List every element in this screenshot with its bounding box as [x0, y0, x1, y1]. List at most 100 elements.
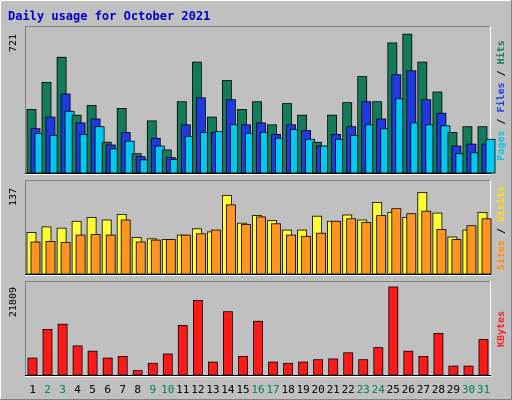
bar-sites-day-23: [361, 222, 372, 275]
x-tick-label-31: 31: [477, 383, 490, 396]
x-tick-label-19: 19: [296, 383, 309, 396]
bar-sites-day-3: [60, 242, 71, 275]
bar-sites-day-28: [436, 228, 447, 275]
bar-kbytes-day-14: [222, 311, 233, 376]
bar-sites-day-14: [225, 204, 236, 275]
x-tick-label-9: 9: [149, 383, 156, 396]
panel-hits-legend-part-1: /: [496, 113, 507, 131]
panel-visits-legend-part-1: /: [496, 222, 507, 240]
x-tick-label-26: 26: [402, 383, 415, 396]
bar-sites-day-20: [316, 232, 327, 275]
bar-sites-day-7: [120, 219, 131, 275]
bar-pages-day-31: [485, 138, 496, 174]
bar-kbytes-day-25: [388, 286, 399, 376]
bar-sites-day-11: [180, 234, 191, 275]
x-tick-label-14: 14: [221, 383, 235, 396]
bar-sites-day-31: [481, 218, 492, 275]
bar-sites-day-2: [45, 240, 56, 275]
bar-kbytes-day-31: [478, 339, 489, 376]
panel-hits-legend-part-4: Hits: [495, 40, 507, 64]
x-tick-label-1: 1: [29, 383, 36, 396]
panel-hits-max-label: 721: [8, 34, 19, 52]
panel-hits-legend-part-0: Pages: [496, 131, 507, 161]
bar-kbytes-day-13: [207, 361, 218, 376]
bar-kbytes-day-20: [313, 359, 324, 376]
bar-kbytes-day-29: [448, 365, 459, 376]
bar-sites-day-15: [241, 223, 251, 275]
x-tick-label-25: 25: [387, 383, 400, 396]
bar-sites-day-13: [210, 229, 221, 275]
panel-hits-legend: Pages / Files / Hits: [495, 40, 507, 160]
bar-sites-day-27: [421, 210, 432, 275]
chart-panels: 721 Pages / Files / Hits 137 Sites / Visits…: [8, 26, 507, 377]
x-tick-label-11: 11: [176, 383, 189, 396]
bar-kbytes-day-19: [298, 361, 309, 376]
bar-sites-day-18: [286, 234, 296, 275]
bar-sites-day-22: [346, 218, 357, 275]
x-tick-label-27: 27: [417, 383, 430, 396]
x-tick-label-10: 10: [161, 383, 174, 396]
x-tick-label-7: 7: [119, 383, 126, 396]
panel-kbytes-legend: KBytes: [496, 311, 507, 347]
bar-sites-day-5: [90, 234, 101, 275]
bar-kbytes-day-21: [328, 358, 339, 376]
x-tick-label-8: 8: [134, 383, 141, 396]
panel-kbytes-legend-part-0: KBytes: [496, 311, 507, 347]
x-tick-label-17: 17: [266, 383, 279, 396]
bar-sites-day-17: [271, 223, 281, 275]
x-tick-label-6: 6: [104, 383, 111, 396]
x-tick-label-12: 12: [191, 383, 204, 396]
panel-hits: 721 Pages / Files / Hits: [8, 26, 507, 175]
bar-sites-day-21: [331, 220, 342, 275]
bar-kbytes-day-24: [373, 347, 384, 376]
x-tick-label-20: 20: [311, 383, 324, 396]
bar-kbytes-day-9: [147, 362, 158, 376]
bar-sites-day-12: [195, 233, 206, 275]
bar-sites-day-6: [105, 234, 116, 275]
x-tick-label-18: 18: [281, 383, 294, 396]
bar-sites-day-24: [376, 215, 387, 275]
x-tick-label-21: 21: [327, 383, 340, 396]
bar-kbytes-day-26: [403, 350, 414, 376]
bar-kbytes-day-22: [343, 352, 354, 376]
bar-kbytes-day-18: [283, 362, 294, 376]
bar-kbytes-day-3: [57, 323, 68, 376]
bar-kbytes-day-2: [42, 328, 53, 376]
panel-hits-legend-part-2: Files: [495, 82, 507, 112]
bar-kbytes-day-10: [162, 353, 173, 376]
x-tick-label-16: 16: [251, 383, 264, 396]
bar-sites-day-19: [301, 235, 312, 275]
bar-kbytes-day-6: [102, 357, 113, 376]
x-tick-label-2: 2: [44, 383, 51, 396]
panel-kbytes-max-label: 21809: [8, 287, 19, 317]
x-tick-label-4: 4: [74, 383, 81, 396]
panel-visits-legend-part-2: Visits: [495, 186, 507, 222]
x-tick-label-28: 28: [432, 383, 445, 396]
bar-kbytes-day-12: [192, 299, 203, 376]
x-axis-labels: 1 2 3 4 5 6 7 8 9 10 11 12 13 14 15 16 17 18 19 20 21 22 23 24 2…: [29, 383, 490, 396]
bar-sites-day-8: [135, 241, 146, 275]
panel-hits-legend-part-3: /: [496, 64, 507, 82]
bar-kbytes-day-16: [253, 320, 263, 376]
chart-title: Daily usage for October 2021: [8, 9, 210, 23]
bar-sites-day-1: [30, 241, 41, 275]
panel-visits: 137 Sites / Visits: [8, 180, 507, 276]
x-tick-label-30: 30: [462, 383, 475, 396]
bar-kbytes-day-11: [177, 324, 188, 376]
bar-kbytes-day-30: [463, 365, 474, 376]
x-tick-label-29: 29: [447, 383, 460, 396]
x-tick-label-13: 13: [206, 383, 219, 396]
bar-kbytes-day-28: [433, 332, 444, 376]
bar-sites-day-16: [256, 216, 266, 275]
x-tick-label-24: 24: [372, 383, 386, 396]
x-tick-label-15: 15: [236, 383, 249, 396]
bar-sites-day-26: [406, 213, 417, 275]
bar-kbytes-day-4: [72, 345, 83, 376]
x-tick-label-5: 5: [89, 383, 96, 396]
bar-sites-day-30: [466, 225, 477, 275]
x-tick-label-22: 22: [342, 383, 355, 396]
x-tick-label-23: 23: [357, 383, 370, 396]
bar-sites-day-29: [451, 239, 462, 275]
bar-kbytes-day-1: [27, 357, 38, 376]
